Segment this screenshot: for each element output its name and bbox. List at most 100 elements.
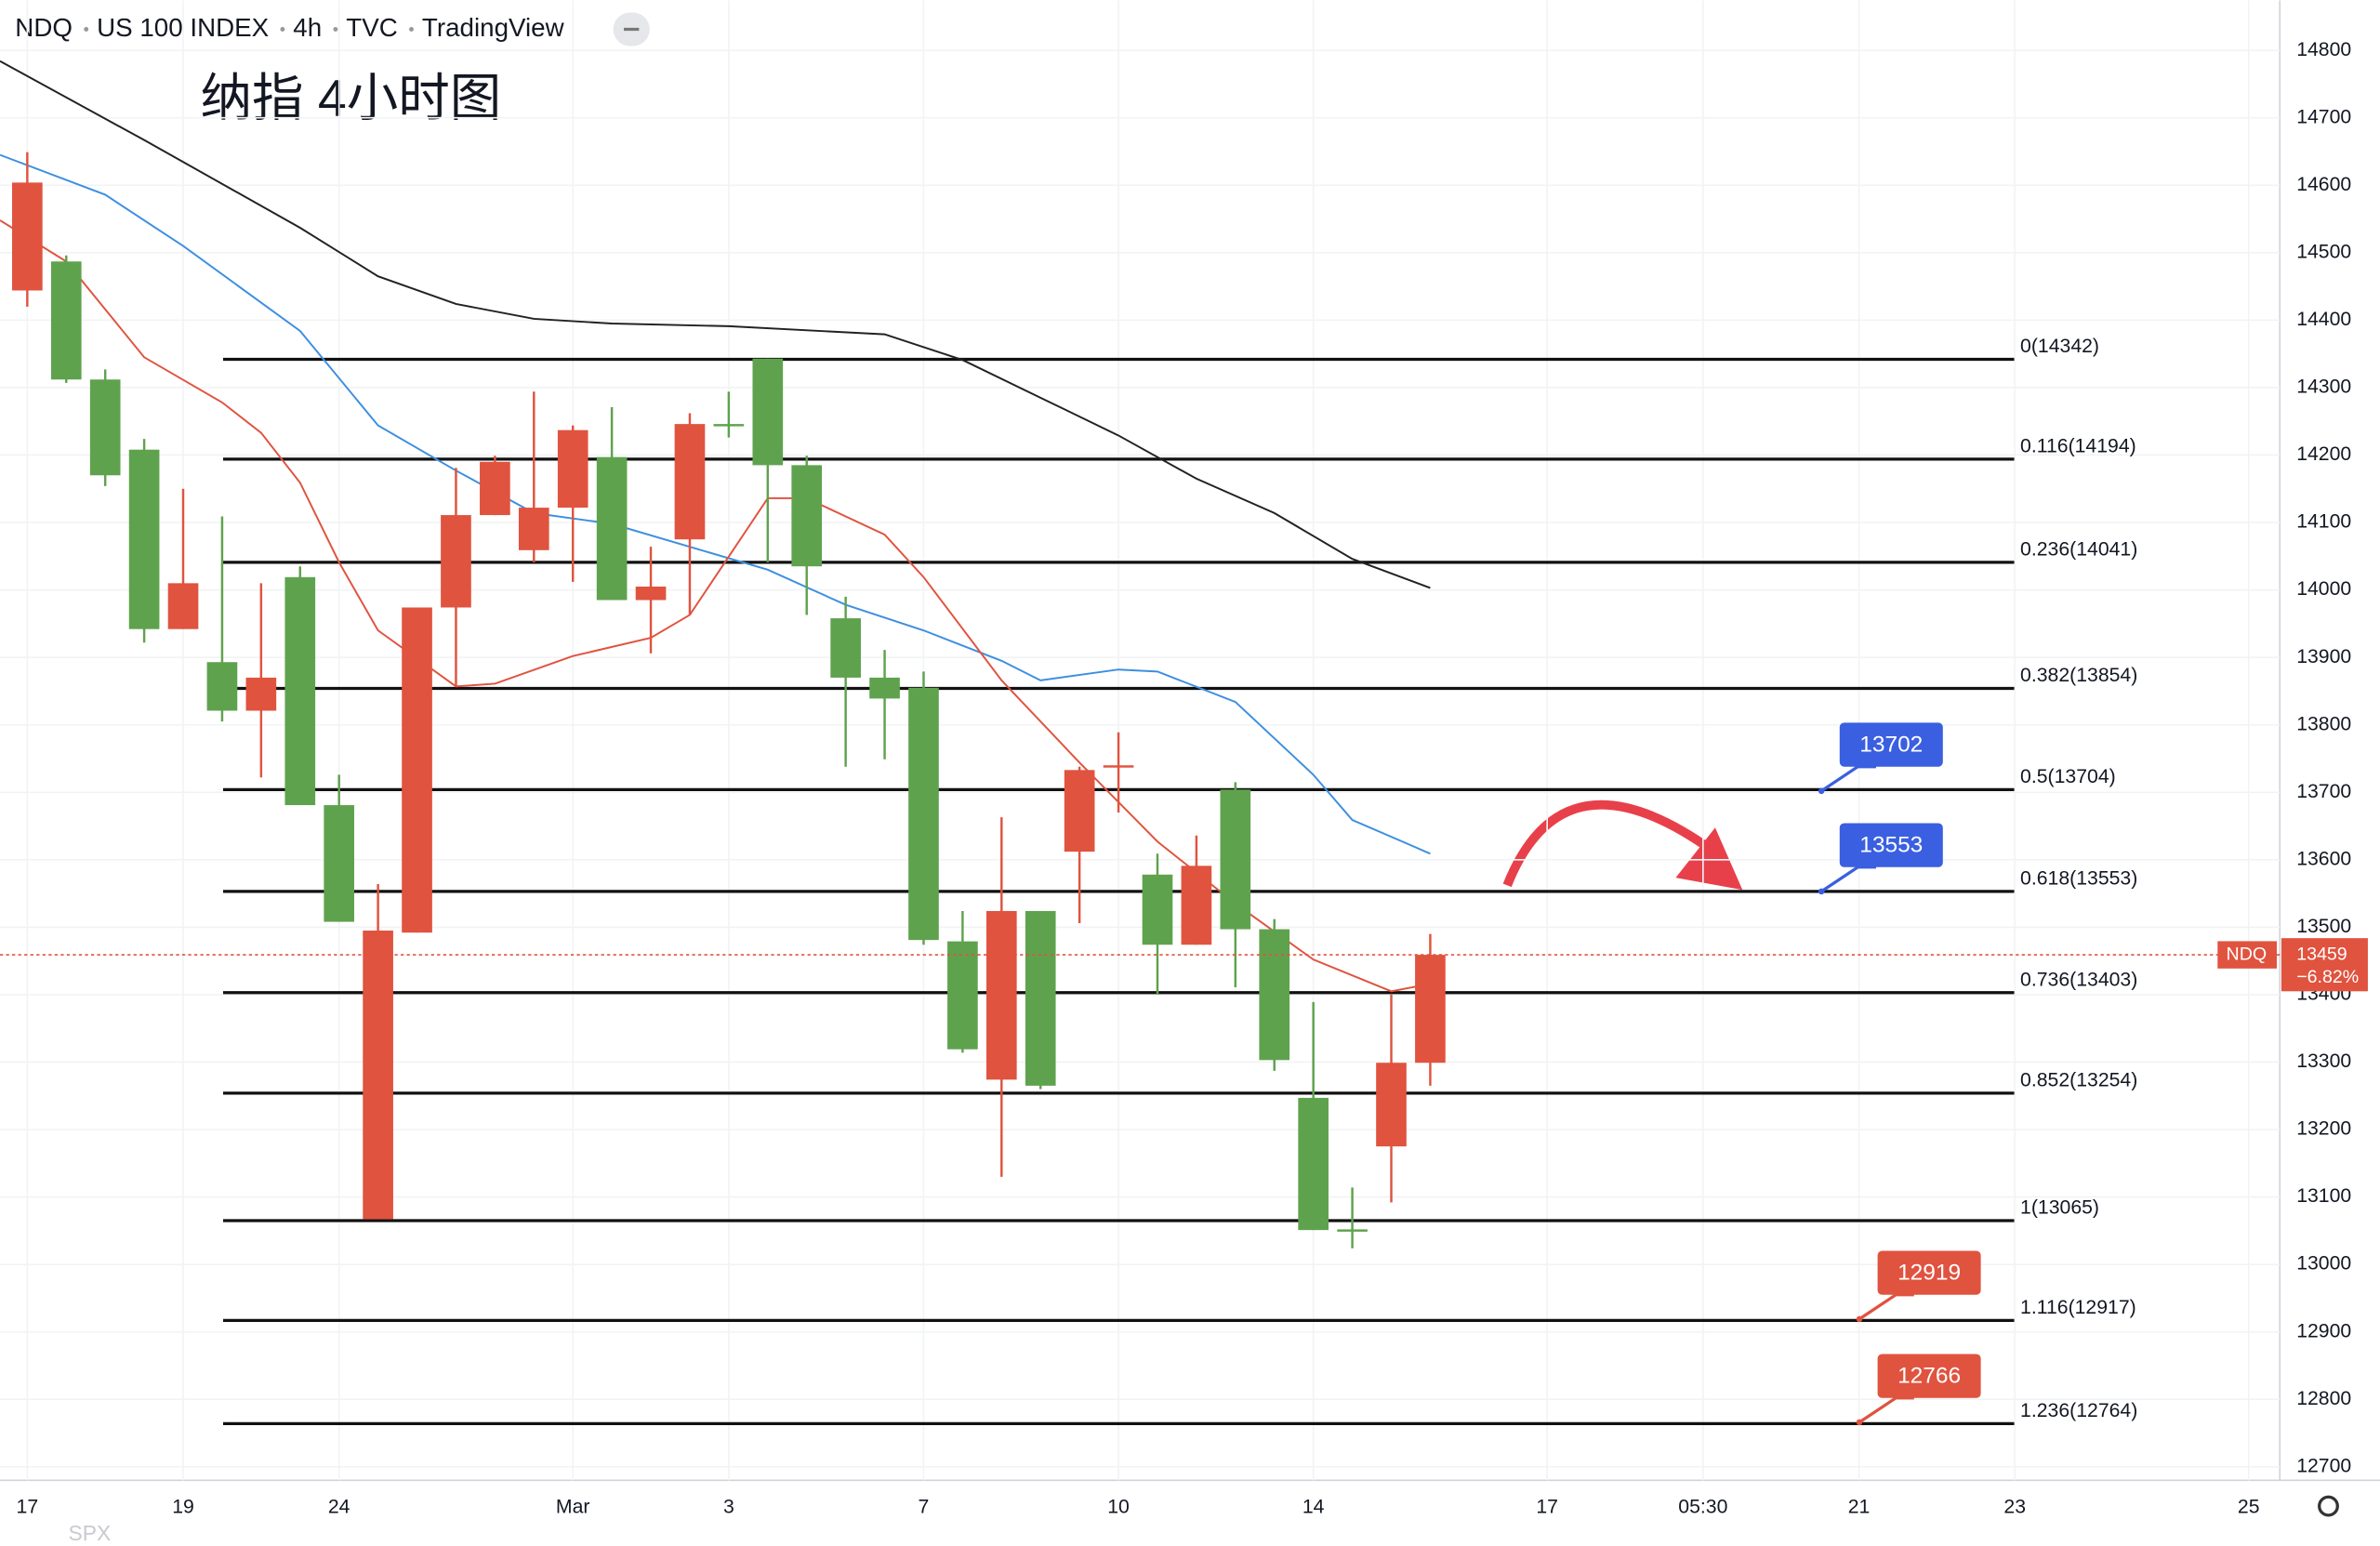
y-tick-label: 14100 [2296, 511, 2351, 533]
candle-body [596, 456, 628, 601]
arrow-head [1675, 827, 1743, 891]
y-tick-label: 14200 [2296, 443, 2351, 465]
price-tag-label: 13553 [1859, 832, 1923, 857]
x-tick-label: Mar [556, 1496, 590, 1517]
x-tick-label: 7 [919, 1496, 930, 1517]
y-tick-label: 13100 [2296, 1185, 2351, 1207]
y-tick-label: 14000 [2296, 578, 2351, 600]
separator-dot [84, 27, 89, 32]
symbol-label: NDQ [2227, 944, 2268, 964]
x-tick-label: 3 [723, 1496, 734, 1517]
x-tick-label: 17 [1536, 1496, 1558, 1517]
y-tick-label: 14300 [2296, 377, 2351, 398]
candle-body [284, 576, 316, 806]
x-tick-label: 19 [172, 1496, 194, 1517]
candle-body [1103, 765, 1134, 768]
y-tick-label: 14700 [2296, 106, 2351, 127]
candle-body [167, 583, 199, 629]
price-tag-label: 12919 [1897, 1260, 1961, 1285]
separator-dot [280, 27, 285, 32]
moving-average [0, 59, 1431, 589]
y-tick-label: 13000 [2296, 1253, 2351, 1275]
y-tick-label: 13800 [2296, 713, 2351, 734]
price-tag [1839, 722, 1943, 767]
candle-body [441, 515, 471, 608]
candle-body [635, 586, 667, 601]
fib-label: 0.618(13553) [2020, 867, 2137, 889]
separator-dot [409, 27, 414, 32]
x-tick-label: 21 [1848, 1496, 1871, 1517]
x-tick-label: 14 [1302, 1496, 1325, 1517]
y-tick-label: 12800 [2296, 1388, 2351, 1409]
fib-label: 0.5(13704) [2020, 766, 2116, 787]
candle-body [324, 805, 355, 922]
candle-body [402, 607, 432, 933]
moving-average [0, 219, 1431, 993]
candle-body [1064, 770, 1095, 852]
candle-body [674, 424, 706, 540]
candle-body [752, 358, 784, 466]
fib-label: 0.116(14194) [2020, 435, 2136, 456]
price-tag [1877, 1250, 1981, 1295]
y-tick-label: 13500 [2296, 916, 2351, 937]
fib-label: 0.852(13254) [2020, 1069, 2137, 1090]
tag-pointer [1858, 1293, 1914, 1321]
arrow [1502, 799, 1715, 888]
candle-body [1298, 1097, 1329, 1231]
fib-label: 0.382(13854) [2020, 665, 2137, 686]
y-tick-label: 13600 [2296, 848, 2351, 869]
price-tag [1839, 823, 1943, 867]
candle-body [1376, 1063, 1407, 1147]
header-item: NDQ [15, 13, 73, 42]
candle-body [89, 379, 121, 476]
header-item: TVC [346, 13, 397, 42]
x-tick-label: 23 [2003, 1496, 2026, 1517]
price-tag-label: 13702 [1859, 732, 1923, 757]
last-price-label: 13459 [2296, 944, 2347, 964]
candle-body [908, 687, 939, 941]
candle-body [1142, 874, 1173, 945]
candle-body [1259, 929, 1290, 1061]
candle-body [869, 677, 900, 699]
tag-anchor [1818, 787, 1825, 795]
candle-body [1337, 1229, 1368, 1232]
footer-label: SPX [68, 1521, 111, 1545]
y-tick-label: 13300 [2296, 1050, 2351, 1072]
y-tick-label: 14600 [2296, 174, 2351, 195]
x-tick-label: 25 [2238, 1496, 2260, 1517]
candle-body [713, 424, 745, 427]
price-tag [1877, 1354, 1981, 1398]
fib-label: 1.116(12917) [2020, 1297, 2136, 1318]
y-tick-label: 13700 [2296, 781, 2351, 802]
candle-body [830, 618, 861, 678]
header-item: TradingView [422, 13, 565, 42]
header-item: 4h [293, 13, 322, 42]
candle-body [985, 910, 1017, 1080]
fib-label: 0.736(13403) [2020, 969, 2137, 990]
candle-body [1220, 789, 1251, 930]
candle-body [50, 261, 82, 380]
fib-label: 1(13065) [2020, 1197, 2099, 1219]
candle-body [791, 465, 823, 567]
last-change-label: −6.82% [2296, 967, 2359, 987]
candle-body [1415, 955, 1446, 1064]
fib-label: 0(14342) [2020, 336, 2099, 357]
candle-body [128, 449, 160, 629]
y-tick-label: 14400 [2296, 309, 2351, 330]
tag-anchor [1818, 888, 1825, 895]
candle-body [518, 508, 549, 550]
price-tag-label: 12766 [1897, 1363, 1961, 1388]
x-tick-label: 05:30 [1678, 1496, 1727, 1517]
tag-pointer [1820, 765, 1876, 793]
candle-body [947, 941, 978, 1050]
y-tick-label: 14800 [2296, 39, 2351, 60]
settings-icon[interactable] [2318, 1495, 2339, 1517]
x-tick-label: 10 [1107, 1496, 1130, 1517]
symbol-box [2217, 941, 2277, 969]
tag-anchor [1856, 1315, 1863, 1323]
candle-body [245, 677, 277, 711]
last-price-box [2281, 938, 2368, 992]
y-tick-label: 13900 [2296, 646, 2351, 667]
candle-body [1025, 910, 1056, 1086]
